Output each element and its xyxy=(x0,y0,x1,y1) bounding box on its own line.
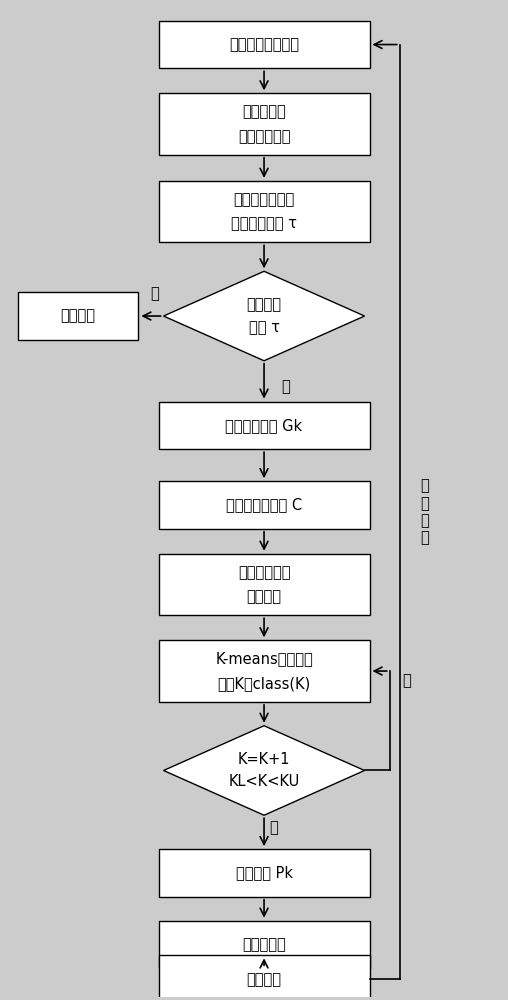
Bar xyxy=(158,921,369,968)
Bar xyxy=(158,21,369,68)
Text: 聚成K类class(K): 聚成K类class(K) xyxy=(217,676,311,691)
Text: 是: 是 xyxy=(281,379,291,394)
Bar xyxy=(158,181,369,242)
Text: 目标状态: 目标状态 xyxy=(246,972,281,987)
Bar xyxy=(158,402,369,449)
Text: 根据密度直方图: 根据密度直方图 xyxy=(233,192,295,207)
Text: 否: 否 xyxy=(150,286,158,301)
Text: 计算相似度矩阵 C: 计算相似度矩阵 C xyxy=(226,497,302,512)
Bar xyxy=(158,554,369,615)
Text: K=K+1: K=K+1 xyxy=(238,752,290,767)
Text: 构造量测集: 构造量测集 xyxy=(242,104,286,119)
Text: KL<K<KU: KL<K<KU xyxy=(229,774,300,789)
Polygon shape xyxy=(164,726,365,815)
Text: K-means算法聚类: K-means算法聚类 xyxy=(215,651,313,666)
Bar xyxy=(158,93,369,155)
Text: 量测分区 Pk: 量测分区 Pk xyxy=(236,865,293,880)
Text: 拉斯矩阵: 拉斯矩阵 xyxy=(246,589,281,604)
Text: 密度是否: 密度是否 xyxy=(246,297,281,312)
Text: 随机集滤波: 随机集滤波 xyxy=(242,937,286,952)
Bar xyxy=(158,640,369,702)
Bar xyxy=(158,955,369,1000)
Text: 是: 是 xyxy=(402,673,411,688)
Bar xyxy=(18,292,139,340)
Text: 时
间
迭
代: 时 间 迭 代 xyxy=(421,478,429,546)
Text: 度矩阵和拉普: 度矩阵和拉普 xyxy=(238,565,290,580)
Text: 密度分布函数: 密度分布函数 xyxy=(238,129,290,144)
Text: 去杂波量测集 Gk: 去杂波量测集 Gk xyxy=(226,418,303,433)
Text: 杂波量测: 杂波量测 xyxy=(60,309,96,324)
Text: 多扩展目标量测集: 多扩展目标量测集 xyxy=(229,37,299,52)
Bar xyxy=(158,849,369,897)
Text: 设定密度阈值 τ: 设定密度阈值 τ xyxy=(231,216,297,231)
Polygon shape xyxy=(164,271,365,361)
Text: 大于 τ: 大于 τ xyxy=(248,320,279,335)
Bar xyxy=(158,481,369,529)
Text: 否: 否 xyxy=(269,820,278,835)
